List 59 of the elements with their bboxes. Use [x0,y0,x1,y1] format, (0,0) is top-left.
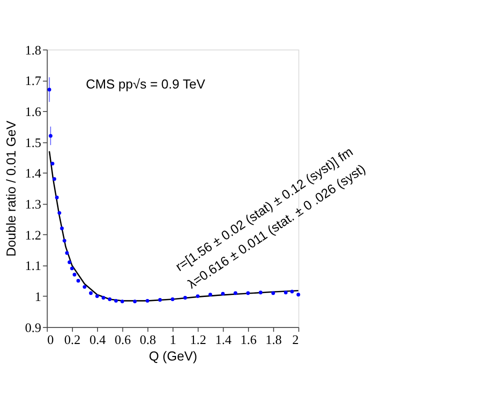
y-tick-label: 1.7 [24,73,42,88]
point [170,297,174,302]
point [246,291,250,295]
point [290,290,294,294]
y-tick-label: 1.5 [24,134,42,150]
point [114,298,118,303]
point [146,298,150,303]
y-axis-title: Double ratio / 0.01 GeV [3,120,18,257]
point [52,177,56,181]
x-tick-label: 1.2 [190,332,206,347]
point [89,291,93,295]
point [62,238,66,243]
point [108,297,112,302]
x-tick-label: 1 [170,332,176,347]
point [55,196,59,200]
point [48,88,52,92]
point [102,296,106,300]
point [196,294,200,298]
x-tick-label: 1.4 [215,332,232,347]
x-tick-label: 0.4 [89,332,106,347]
x-tick-label: 0.6 [114,332,132,347]
x-tick-label: 0.8 [140,332,156,347]
point [284,290,288,294]
point [60,226,64,230]
x-tick-label: 1.6 [240,332,258,347]
y-tick-label: 1.8 [24,42,42,58]
point [72,272,76,276]
point [221,292,225,296]
point [208,292,212,296]
point [58,211,62,215]
x-tick-label: 0 [47,332,54,347]
point [133,300,137,304]
point [296,292,300,296]
point [234,291,238,295]
x-tick-label: 2 [292,332,299,347]
point [95,294,99,298]
x-tick-label: 1.8 [265,332,282,347]
point [183,296,187,300]
x-axis-title: Q (GeV) [148,348,198,364]
y-tick-label: 1.3 [24,196,42,212]
x-tick-label: 0.2 [64,332,81,347]
point [82,285,86,289]
y-tick-label: 1.1 [24,258,42,274]
point [271,291,276,295]
y-tick-label: 0.9 [24,320,42,335]
point [65,251,69,255]
point [258,290,262,294]
y-tick-label: 1.6 [24,104,42,119]
point [48,134,52,138]
y-tick-label: 1.4 [24,166,42,181]
point [76,278,80,283]
annotation: CMS pp√s = 0.9 TeV [86,76,206,92]
point [68,260,72,264]
point [120,300,124,304]
y-tick-label: 1.2 [24,227,42,242]
point [50,162,54,166]
point [158,298,162,302]
y-tick-label: 1 [34,288,42,304]
point [70,266,74,270]
